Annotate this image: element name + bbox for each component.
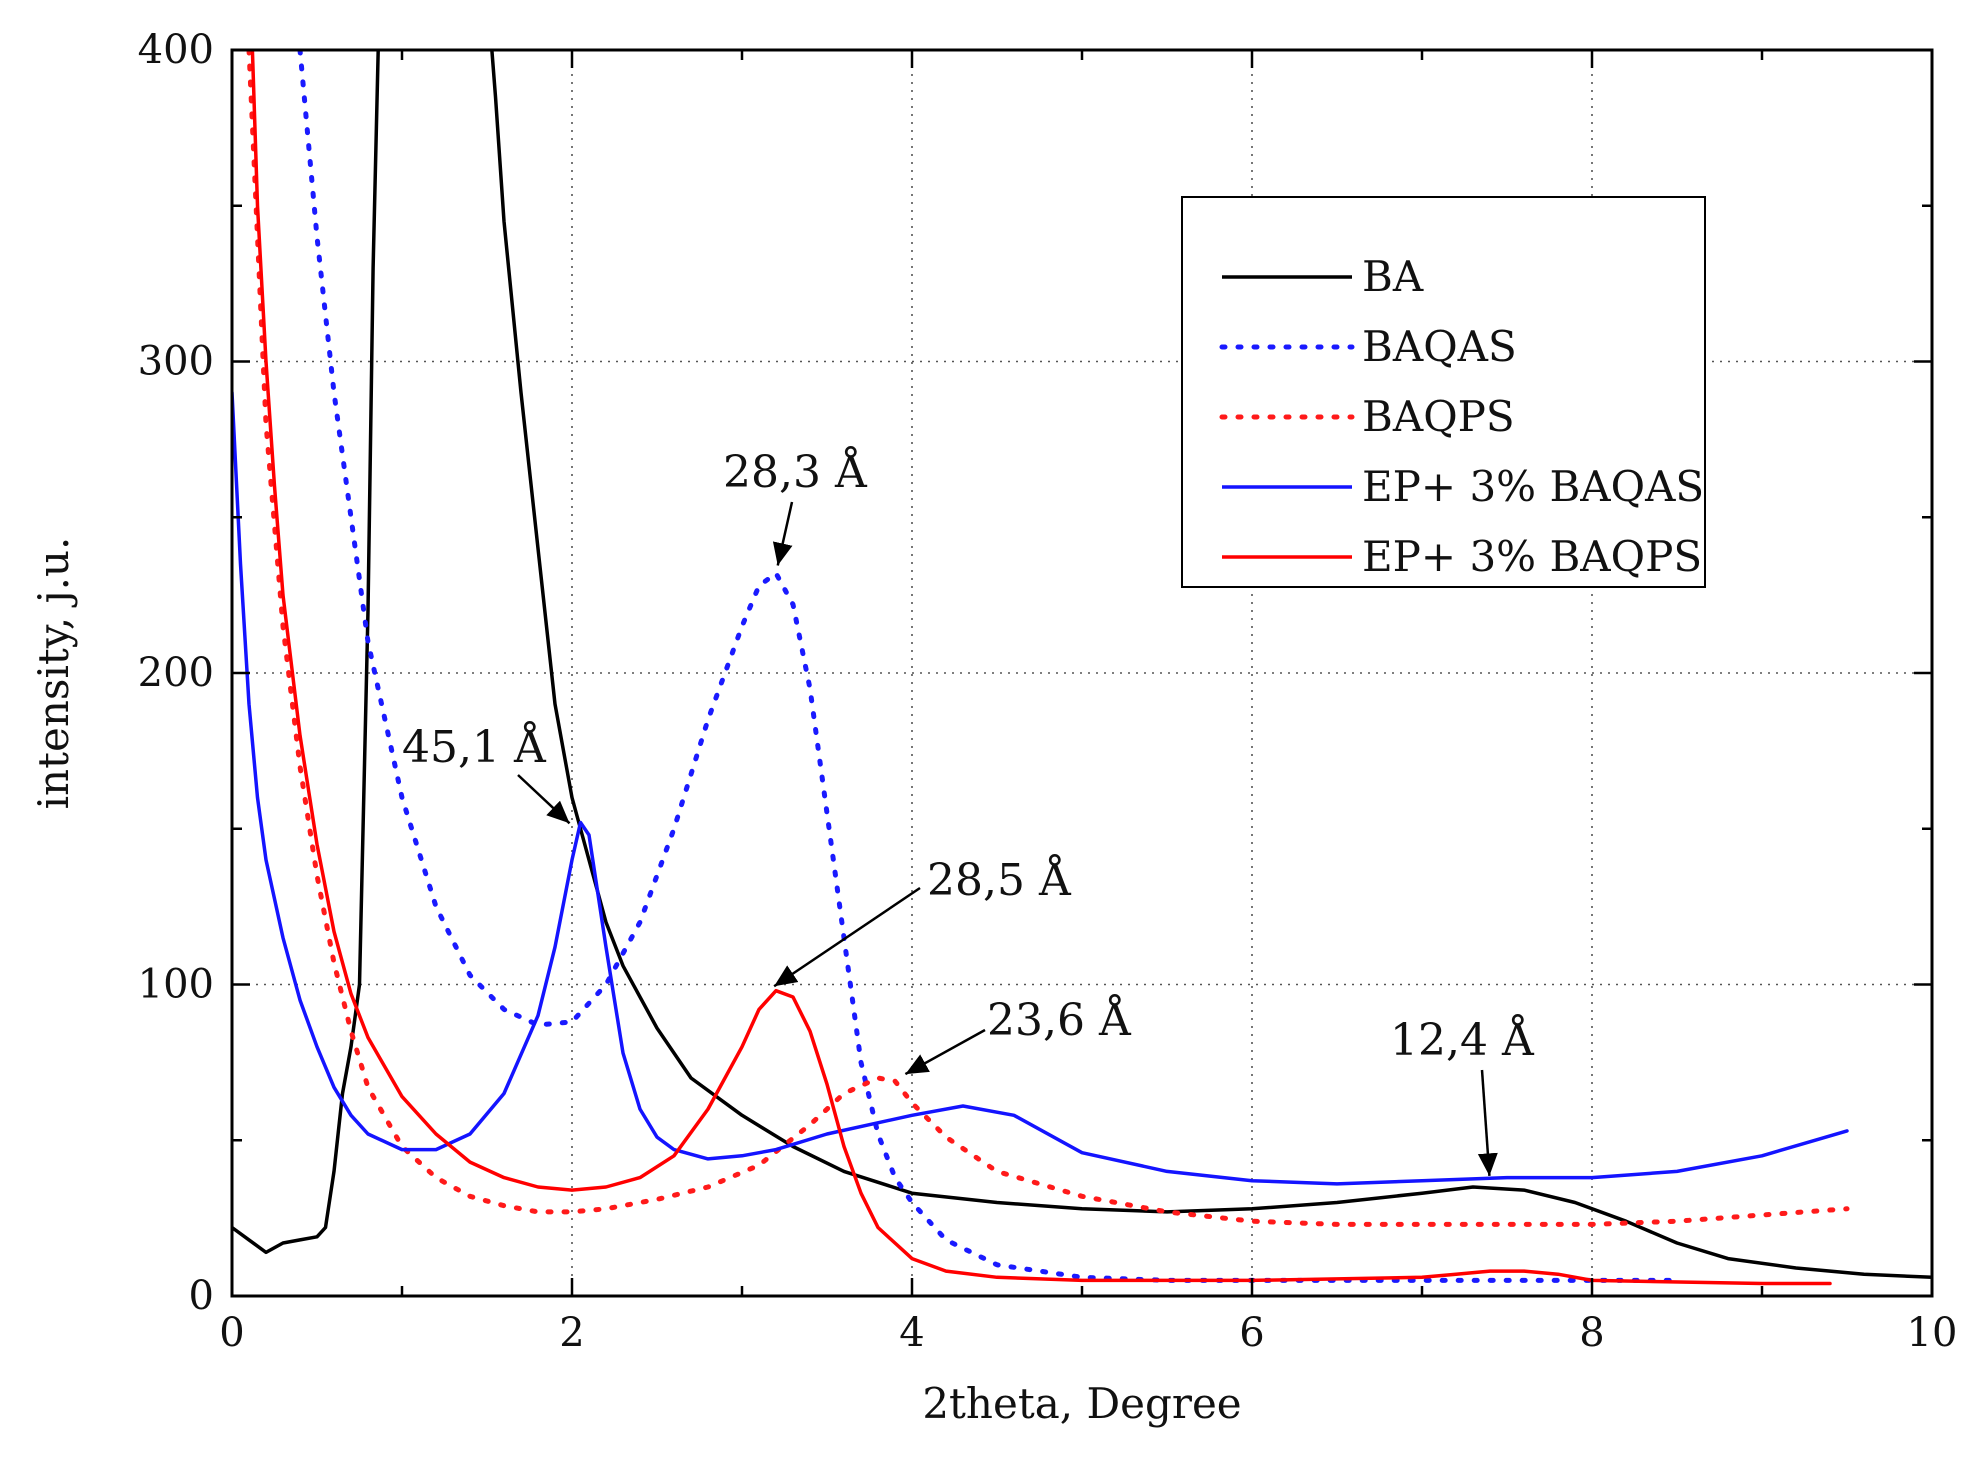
y-tick-label: 400 <box>138 27 214 73</box>
peak-annotation-arrow <box>773 886 921 988</box>
peak-annotation-label: 28,3 Å <box>723 445 868 498</box>
series-group <box>232 50 1932 1286</box>
series-line-ep-3-baqps <box>250 50 1832 1286</box>
x-tick-label: 8 <box>1579 1310 1604 1356</box>
series-line-baqps <box>246 50 1850 1227</box>
x-tick-label: 10 <box>1907 1310 1958 1356</box>
peak-annotation-label: 23,6 Å <box>987 993 1132 1046</box>
series-line-baqas <box>297 50 1680 1283</box>
peak-annotation-arrow <box>1477 1069 1498 1176</box>
legend-label-ep-3-baqps: EP+ 3% BAQPS <box>1362 532 1702 581</box>
legend-label-ba: BA <box>1362 252 1424 301</box>
legend-label-baqps: BAQPS <box>1362 392 1515 441</box>
peak-annotation-arrow <box>904 1028 986 1076</box>
x-tick-label: 2 <box>559 1310 584 1356</box>
y-tick-label: 100 <box>138 962 214 1008</box>
legend-label-ep-3-baqas: EP+ 3% BAQAS <box>1362 462 1704 511</box>
peak-annotation-arrow <box>772 501 794 566</box>
y-tick-label: 200 <box>138 650 214 696</box>
x-tick-label: 6 <box>1239 1310 1264 1356</box>
peak-annotation-label: 28,5 Å <box>927 853 1072 906</box>
series-line-ep-3-baqas <box>232 390 1849 1186</box>
y-tick-label: 300 <box>138 339 214 385</box>
x-tick-label: 0 <box>219 1310 244 1356</box>
legend-label-baqas: BAQAS <box>1362 322 1517 371</box>
ticks <box>230 48 1934 1298</box>
x-axis-title: 2theta, Degree <box>922 1379 1241 1428</box>
legend: BA BAQAS BAQPS EP+ 3% BAQAS EP+ 3% BAQPS <box>1181 196 1706 588</box>
annotations: 28,3 Å 45,1 Å 28,5 Å 23,6 Å 12,4 Å <box>402 445 1535 1176</box>
legend-box <box>1181 196 1706 588</box>
peak-annotation-label: 12,4 Å <box>1390 1013 1535 1066</box>
y-tick-label: 0 <box>189 1273 214 1319</box>
peak-annotation-label: 45,1 Å <box>402 720 547 773</box>
x-tick-label: 4 <box>899 1310 924 1356</box>
peak-annotation-arrow <box>517 774 571 825</box>
y-axis-title: intensity, j.u. <box>29 537 78 810</box>
